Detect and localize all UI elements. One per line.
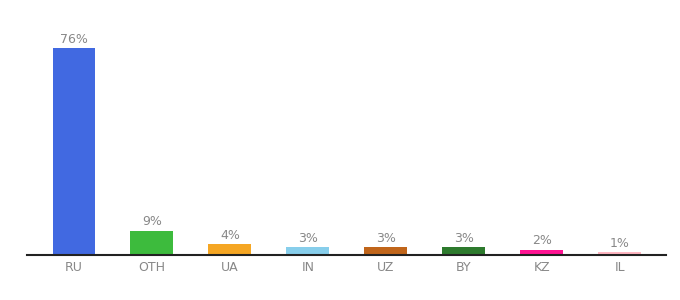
Text: 9%: 9% xyxy=(142,215,162,228)
Text: 4%: 4% xyxy=(220,229,240,242)
Bar xyxy=(598,252,641,255)
Bar xyxy=(209,244,252,255)
Bar xyxy=(286,247,329,255)
Bar xyxy=(364,247,407,255)
Text: 3%: 3% xyxy=(454,232,474,245)
Text: 3%: 3% xyxy=(298,232,318,245)
Bar xyxy=(442,247,485,255)
Text: 76%: 76% xyxy=(60,33,88,46)
Text: 3%: 3% xyxy=(376,232,396,245)
Text: 2%: 2% xyxy=(532,234,551,248)
Bar xyxy=(520,250,563,255)
Bar xyxy=(131,230,173,255)
Bar xyxy=(52,49,95,255)
Text: 1%: 1% xyxy=(610,237,630,250)
